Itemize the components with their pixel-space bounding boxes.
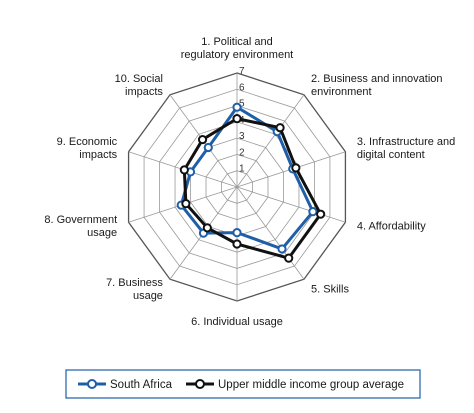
legend-marker-upper-middle-income [195, 379, 205, 389]
grid-spoke-4 [236, 186, 346, 223]
legend: South Africa Upper middle income group a… [65, 369, 421, 399]
series-1-point-6 [232, 228, 242, 238]
legend-label-south-africa: South Africa [110, 379, 173, 391]
axis-label-3: 3. Infrastructure and digital content [357, 136, 455, 161]
series-1-point-1 [232, 102, 242, 112]
axis-labels: 1. Political and regulatory environment 2.… [44, 36, 455, 328]
legend-border [65, 369, 421, 399]
series-2-point-5 [284, 253, 294, 263]
axis-label-1-line-2: regulatory environment [181, 49, 294, 61]
grid-spoke-5 [236, 186, 305, 280]
tick-label-1: 1 [239, 164, 245, 175]
axis-label-1-line-1: 1. Political and [201, 36, 273, 48]
axis-label-4-line-1: 4. Affordability [357, 220, 426, 232]
series-1-point-5 [277, 244, 287, 254]
data-series [176, 102, 326, 263]
series-2-point-2 [275, 123, 285, 133]
axis-label-10-line-1: 10. Social [115, 73, 163, 85]
tick-label-2: 2 [239, 147, 245, 158]
series-2-point-9 [179, 165, 189, 175]
axis-label-4: 4. Affordability [357, 220, 426, 232]
series-2-point-4 [316, 209, 326, 219]
axis-label-2-line-2: environment [311, 86, 372, 98]
axis-label-9: 9. Economic impacts [57, 136, 118, 161]
axis-label-7-line-1: 7. Business [106, 277, 163, 289]
legend-marker-south-africa [87, 379, 97, 389]
axis-label-10-line-2: impacts [125, 86, 163, 98]
axis-label-1: 1. Political and regulatory environment [181, 36, 294, 61]
axis-label-8-line-1: 8. Government [44, 214, 117, 226]
axis-label-9-line-2: impacts [79, 149, 117, 161]
legend-label-upper-middle-income: Upper middle income group average [218, 379, 404, 391]
axis-label-6: 6. Individual usage [191, 316, 283, 328]
series-2-point-1 [232, 114, 242, 124]
grid-spoke-2 [236, 94, 305, 188]
axis-label-8: 8. Government usage [44, 214, 117, 239]
axis-label-2-line-1: 2. Business and innovation [311, 73, 442, 85]
axis-label-8-line-2: usage [87, 227, 117, 239]
axis-label-5-line-1: 5. Skills [311, 283, 349, 295]
tick-label-7: 7 [239, 66, 245, 77]
axis-label-7-line-2: usage [133, 290, 163, 302]
axis-label-6-line-1: 6. Individual usage [191, 316, 283, 328]
axis-label-3-line-2: digital content [357, 149, 425, 161]
series-2-point-7 [202, 223, 212, 233]
axis-label-9-line-1: 9. Economic [57, 136, 118, 148]
tick-label-6: 6 [239, 82, 245, 93]
series-1-point-10 [203, 142, 213, 153]
axis-label-5: 5. Skills [311, 283, 349, 295]
series-1 [176, 102, 318, 254]
series-2-point-3 [291, 163, 301, 173]
tick-label-3: 3 [239, 131, 245, 142]
axis-label-2: 2. Business and innovation environment [311, 73, 442, 98]
series-2-point-8 [181, 199, 191, 209]
series-2-point-10 [197, 134, 208, 145]
axis-label-10: 10. Social impacts [115, 73, 164, 98]
series-2 [179, 114, 326, 263]
series-line-1 [179, 105, 315, 251]
axis-label-7: 7. Business usage [106, 277, 163, 302]
series-2-point-6 [232, 239, 242, 249]
series-1-point-4 [308, 207, 318, 217]
tick-label-5: 5 [239, 99, 245, 110]
axis-label-3-line-1: 3. Infrastructure and [357, 136, 455, 148]
